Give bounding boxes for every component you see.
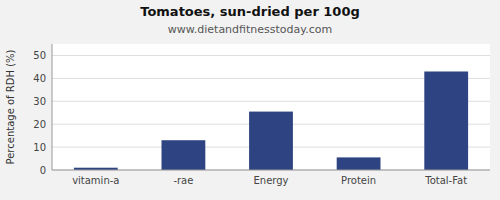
y-tick-label: 0 — [40, 165, 46, 176]
y-tick-label: 40 — [33, 73, 46, 84]
x-axis-line — [52, 170, 490, 171]
y-axis-label: Percentage of RDH (%) — [5, 49, 16, 164]
x-tick-label: vitamin-a — [72, 175, 119, 186]
bars — [74, 71, 468, 170]
x-tick-label: -rae — [173, 175, 193, 186]
bar — [337, 157, 381, 170]
x-tick-label: Total-Fat — [424, 175, 467, 186]
y-tick-label: 10 — [33, 142, 46, 153]
subtitle: www.dietandfitnesstoday.com — [168, 23, 332, 36]
bar — [162, 140, 206, 170]
x-tick-label: Protein — [341, 175, 376, 186]
y-tick-label: 20 — [33, 119, 46, 130]
bar — [424, 71, 468, 170]
grid — [52, 55, 490, 170]
background — [0, 0, 500, 200]
y-axis-line — [52, 44, 53, 170]
title: Tomatoes, sun-dried per 100g — [140, 4, 360, 19]
y-tick-label: 30 — [33, 96, 46, 107]
grid-line — [52, 170, 490, 171]
plot-area — [52, 44, 490, 170]
bar — [249, 112, 293, 170]
x-tick-label: Energy — [253, 175, 288, 186]
grid-line — [52, 55, 490, 56]
chart: 0 10 20 30 40 50 vitamin-a -rae Energy Protein Tot… — [0, 0, 500, 200]
y-tick-label: 50 — [33, 50, 46, 61]
